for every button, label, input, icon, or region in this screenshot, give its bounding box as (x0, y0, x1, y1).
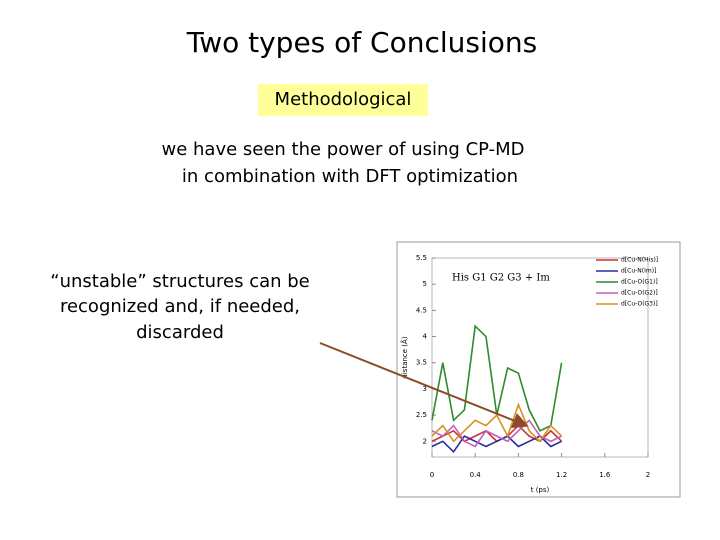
y-tick-label: 4.5 (416, 306, 427, 314)
plot-area (431, 257, 649, 458)
figure: 2 2.5 3 3.5 4 4.5 5 5.5 0 0.4 0.8 1.2 1.6 2 t (ps) dist… (400, 254, 658, 494)
y-tick-label: 2.5 (416, 411, 427, 419)
y-tick-label: 2 (423, 437, 427, 445)
legend-label: d[Cu-N(His)] (621, 257, 658, 264)
x-tick-label: 0.4 (470, 471, 482, 479)
y-axis-label: distance (Å) (400, 336, 409, 378)
legend-label: d[Cu-O(G1)] (621, 279, 658, 286)
y-tick-label: 5.5 (416, 254, 427, 262)
legend-label: d[Cu-N(Im)] (621, 268, 656, 275)
y-tick-label: 3.5 (416, 359, 427, 367)
annotation: His G1 G2 G3 + Im (452, 273, 550, 284)
legend-label: d[Cu-O(G2)] (621, 290, 658, 297)
y-tick-label: 3 (423, 385, 427, 393)
x-tick-label: 1.6 (599, 471, 611, 479)
series-line (431, 419, 562, 448)
note-line: discarded (136, 322, 224, 343)
note-line: “unstable” structures can be (50, 271, 310, 292)
slide-title: Two types of Conclusions (186, 26, 538, 59)
x-tick-label: 0 (430, 471, 434, 479)
x-tick-label: 1.2 (556, 471, 567, 479)
statement-line: we have seen the power of using CP-MD (161, 139, 524, 160)
statement-line: in combination with DFT optimization (182, 166, 518, 187)
tag-box (258, 84, 428, 116)
note-line: recognized and, if needed, (60, 296, 300, 317)
y-tick-label: 5 (423, 280, 427, 288)
x-tick-label: 2 (646, 471, 650, 479)
x-axis-label: t (ps) (531, 486, 550, 494)
pointer-arrow (319, 342, 529, 428)
x-tick-label: 0.8 (513, 471, 524, 479)
y-tick-label: 4 (423, 333, 428, 341)
legend-label: d[Cu-O(G3)] (621, 301, 658, 308)
tag: Methodological (275, 89, 412, 110)
series-line (431, 402, 563, 443)
